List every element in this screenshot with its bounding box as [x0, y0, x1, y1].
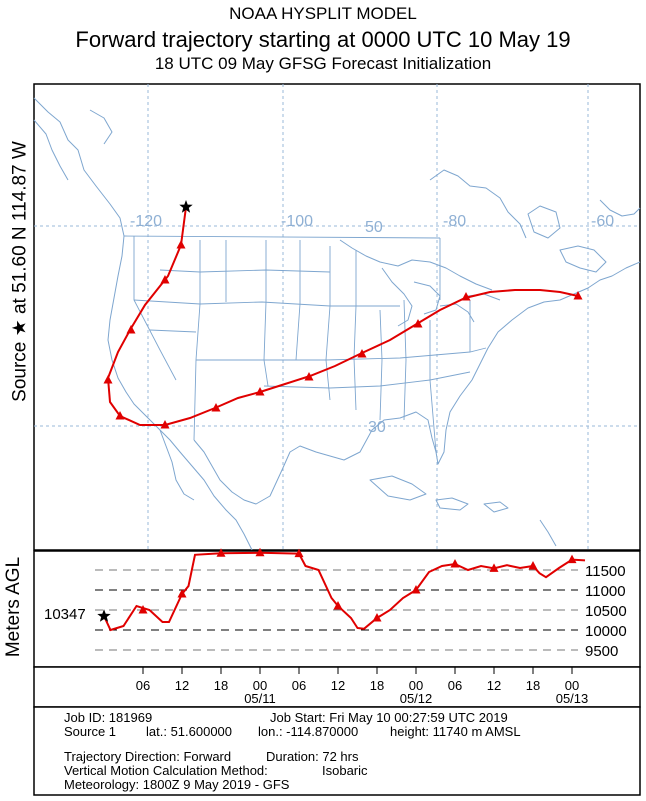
height-marker: [411, 585, 421, 594]
height-marker: [450, 559, 460, 568]
map-frame: [33, 83, 641, 551]
time-tick-label: 00: [253, 678, 267, 693]
trajectory-marker: [211, 403, 221, 412]
time-axis-frame: [33, 666, 641, 708]
trajectory-direction: Trajectory Direction: Forward: [64, 749, 232, 764]
trajectory-marker: [461, 292, 471, 301]
time-tick-label: 06: [448, 678, 462, 693]
lat-label-30: 30: [368, 419, 386, 436]
run-duration: Duration: 72 hrs: [266, 749, 359, 764]
time-tick-label: 00: [409, 678, 423, 693]
start-height-value: 10347: [44, 606, 86, 623]
trajectory-title: Forward trajectory starting at 0000 UTC …: [75, 27, 571, 52]
date-label: 05/13: [556, 691, 589, 706]
trajectory-marker: [160, 275, 170, 284]
trajectory-marker: [115, 411, 125, 420]
job-start: Job Start: Fri May 10 00:27:59 UTC 2019: [270, 710, 508, 725]
source-height: height: 11740 m AMSL: [390, 724, 521, 739]
vertical-method-value: Isobaric: [322, 763, 368, 778]
time-tick-label: 18: [370, 678, 384, 693]
state-borders: [123, 235, 487, 453]
trajectory-marker: [126, 325, 136, 334]
height-marker: [177, 589, 187, 598]
height-marker: [372, 613, 382, 622]
source-lat: lat.: 51.600000: [146, 724, 233, 739]
lon-label-80: -80: [443, 213, 466, 230]
height-marker: [567, 554, 577, 564]
time-tick-label: 18: [526, 678, 540, 693]
trajectory-marker: [255, 387, 265, 396]
source-number: Source 1: [64, 724, 117, 739]
job-id: Job ID: 181969: [64, 710, 153, 725]
height-trajectory: [97, 547, 586, 632]
source-lon: lon.: -114.870000: [258, 724, 359, 739]
height-marker: [294, 548, 304, 558]
date-label: 05/11: [244, 691, 276, 706]
height-marker: [333, 601, 343, 610]
lon-label-60: -60: [591, 213, 614, 230]
trajectory-marker: [304, 372, 314, 381]
info-panel-frame: [33, 706, 641, 796]
time-tick-label: 00: [565, 678, 579, 693]
time-tick-label: 12: [487, 678, 501, 693]
lat-label-50: 50: [365, 219, 383, 236]
height-start-star-icon: [97, 609, 111, 622]
trajectory-path: [106, 206, 579, 426]
source-axis-label: Source ★ at 51.60 N 114.87 W: [9, 141, 31, 402]
height-tick-label: 11500: [585, 563, 626, 580]
height-trajectory-line: [103, 551, 586, 632]
map-trajectory: [103, 200, 583, 429]
trajectory-marker: [176, 240, 186, 249]
lon-label-120: -120: [130, 213, 162, 230]
source-star-icon: [179, 200, 193, 213]
initialization-subtitle: 18 UTC 09 May GFSG Forecast Initializati…: [154, 54, 492, 73]
trajectory-marker: [357, 349, 367, 358]
height-marker: [255, 547, 265, 557]
trajectory-marker: [413, 319, 423, 328]
time-tick-label: 18: [214, 678, 228, 693]
trajectory-marker: [573, 291, 583, 300]
height-axis-label: Meters AGL: [3, 556, 24, 658]
trajectory-marker: [160, 420, 170, 429]
height-tick-label: 11000: [585, 583, 626, 600]
height-marker: [138, 605, 148, 614]
time-tick-label: 06: [136, 678, 150, 693]
trajectory-marker: [103, 375, 113, 384]
model-title: NOAA HYSPLIT MODEL: [229, 4, 417, 23]
height-tick-labels: 11500 11000 10500 10000 9500: [585, 563, 627, 660]
graticule-labels: -120 -100 -80 -60 50 30: [130, 213, 614, 436]
coastlines: [33, 97, 641, 551]
time-tick-label: 06: [292, 678, 306, 693]
height-marker: [489, 563, 499, 572]
height-gridlines: [95, 569, 578, 651]
lon-label-100: -100: [281, 213, 313, 230]
vertical-method-label: Vertical Motion Calculation Method:: [64, 763, 268, 778]
height-tick-label: 9500: [585, 643, 618, 660]
height-marker: [528, 561, 538, 570]
time-tick-label: 12: [331, 678, 345, 693]
graticule: [34, 84, 640, 550]
height-tick-label: 10500: [585, 603, 627, 620]
height-marker: [216, 548, 226, 557]
height-tick-label: 10000: [585, 623, 627, 640]
time-tick-label: 12: [175, 678, 189, 693]
date-label: 05/12: [400, 691, 433, 706]
meteorology: Meteorology: 1800Z 9 May 2019 - GFS: [64, 777, 290, 792]
